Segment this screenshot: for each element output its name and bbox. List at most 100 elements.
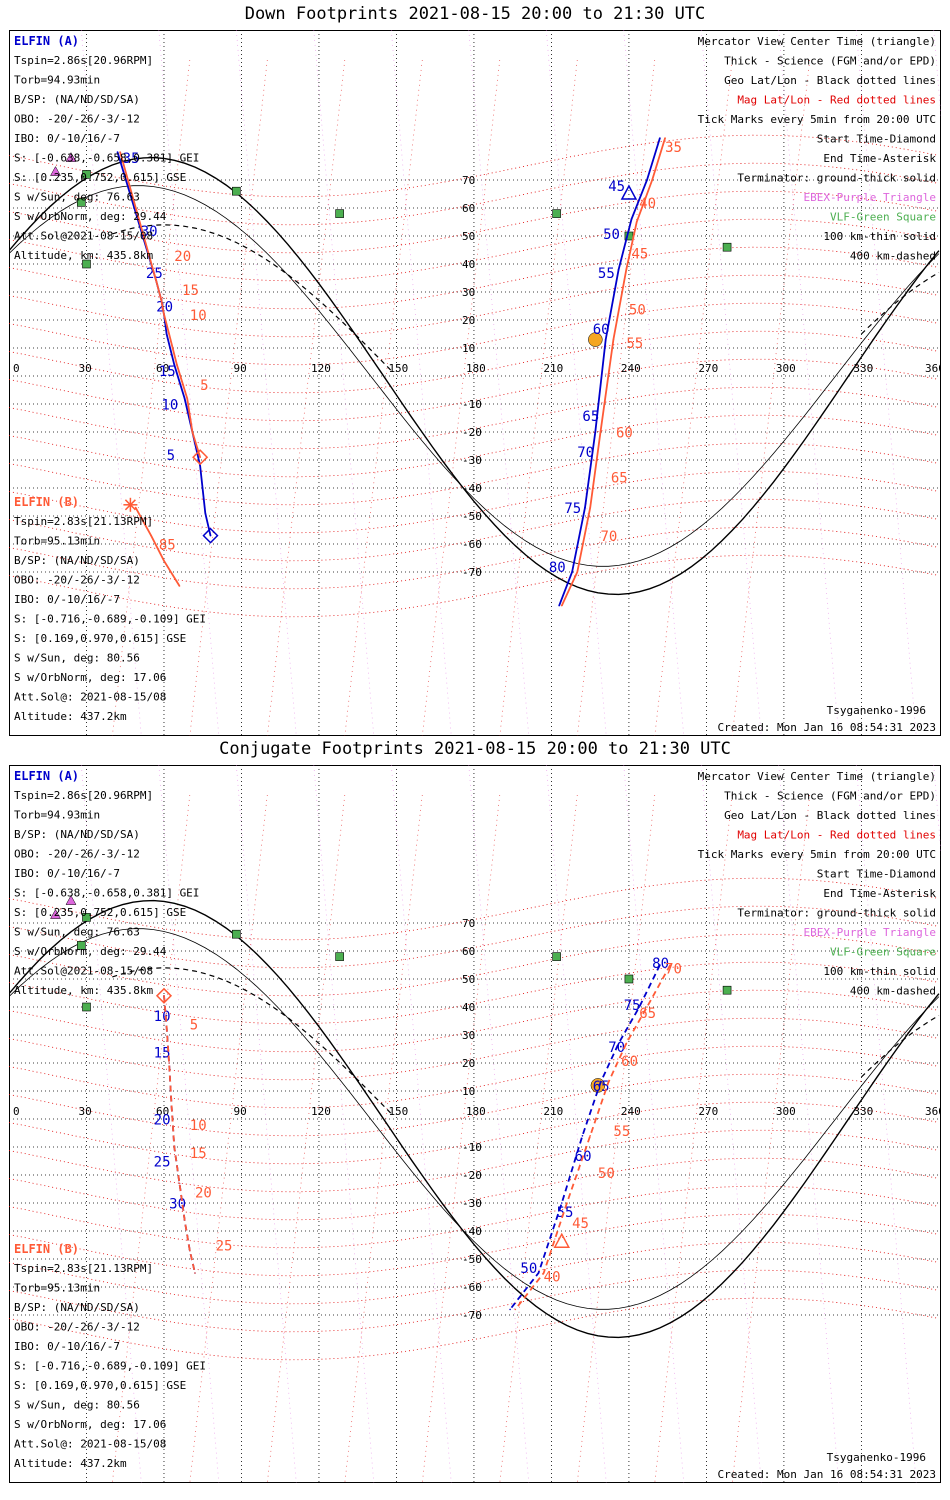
legend-line: EBEX-Purple Triangle [804,926,936,939]
ebex-meridian [235,765,297,1483]
legend-line: VLF-Green Square [830,211,936,224]
legend-line: End Time-Asterisk [823,152,936,165]
lat-tick-label: 70 [462,917,475,930]
created-label: Created: Mon Jan 16 08:54:31 2023 [717,1468,936,1481]
time-tick-label: 15 [159,364,176,380]
track-point [625,268,628,271]
ebex-meridian [235,30,297,736]
lon-tick-label: 90 [233,1105,246,1118]
track-point [659,964,661,966]
track-point [612,338,615,341]
legend-line: Tick Marks every 5min from 20:00 UTC [698,848,936,861]
track-point [625,1042,628,1045]
lon-tick-label: 60 [156,1105,169,1118]
start-time-diamond [202,527,219,544]
ebex-meridian [623,765,685,1483]
time-tick-label: 80 [549,560,566,576]
track-point [199,464,201,467]
legend-line: Terminator: ground-thick solid [737,172,936,185]
probe-b-info-line: S: [0.169,0.970,0.615] GSE [14,632,186,645]
legend-line: 400 km-dashed [850,250,936,263]
time-tick-label: 10 [161,398,178,414]
conjugate-footprints-map: 0 30 60 90 120 150 180 210 240 270 300 330 360 -70 -60… [9,765,941,1483]
lat-tick-label: -60 [462,1281,482,1294]
time-tick-label: 60 [621,1054,638,1070]
track-point [134,506,137,509]
probe-a-info-line: IBO: 0/-10/16/-7 [14,132,120,145]
footprint-track [134,507,181,587]
lon-tick-label: 150 [388,1105,408,1118]
mag-meridian [344,794,423,1483]
lat-tick-label: -60 [462,538,482,551]
probe-a-info-line: Torb=94.93min [14,74,100,87]
time-tick-label: 20 [156,300,173,316]
track-point [194,1272,196,1274]
mag-meridian [576,59,656,736]
legend-line: End Time-Asterisk [823,887,936,900]
track-point [599,431,602,433]
track-point [183,1219,186,1221]
probe-a-info-line: S: [-0.638,-0.658,0.381] GEI [14,887,199,900]
time-tick-label: 50 [603,227,620,243]
lat-tick-label: 20 [462,314,475,327]
track-point [604,338,607,341]
lon-tick-label: 270 [698,362,718,375]
legend-line: Thick - Science (FGM and/or EPD) [724,55,936,68]
time-tick-label: 60 [616,426,633,442]
track-point [509,1308,511,1311]
lat-tick-label: 20 [462,1057,475,1070]
time-tick-label: 50 [629,302,646,318]
track-point [589,1135,591,1137]
lat-tick-label: 40 [462,258,475,271]
legend-line: Mercator View Center Time (triangle) [698,35,936,48]
track-point [119,151,121,153]
ebex-meridian [855,30,917,736]
track-point [209,534,212,537]
time-tick-label: 65 [582,409,599,425]
time-tick-label: 15 [154,1045,171,1061]
lat-tick-label: 60 [462,202,475,215]
terminator-100km-line [9,928,940,1310]
ebex-meridian [390,30,452,736]
track-point [571,571,573,573]
track-point [191,431,194,433]
legend-line: Terminator: ground-thick solid [737,907,936,920]
track-point [165,1025,168,1028]
mag-meridian [654,59,733,736]
time-tick-label: 45 [572,1216,589,1232]
probe-a-info-line: S: [-0.638,-0.658,0.381] GEI [14,152,199,165]
probe-b-info-line: OBO: -20/-26/-3/-12 [14,574,140,587]
time-tick-label: 70 [577,445,594,461]
probe-a-info-line: B/SP: (NA/ND/SD/SA) [14,828,140,841]
track-point [651,179,653,181]
mag-meridian [344,59,423,736]
time-tick-label: 50 [520,1261,537,1277]
track-point [186,397,189,400]
ebex-meridian [158,765,220,1483]
probe-b-info-line: Torb=95.13min [14,535,100,548]
vlf-green-square [77,941,86,950]
lon-tick-label: 240 [621,362,641,375]
legend-line: EBEX-Purple Triangle [804,191,936,204]
probe-a-info-line: Att.Sol@2021-08-15/08 [14,965,153,978]
track-point [150,534,152,537]
lon-tick-label: 300 [776,1105,796,1118]
ebex-meridian [80,30,142,736]
ebex-purple-triangle [50,166,61,176]
ebex-meridian [778,765,840,1483]
lat-tick-label: -10 [462,1141,482,1154]
mag-meridian [189,794,268,1483]
time-tick-label: 55 [613,1124,630,1140]
track-point [607,1081,610,1084]
lat-tick-label: -70 [462,1309,482,1322]
probe-a-info-line: B/SP: (NA/ND/SD/SA) [14,93,140,106]
lon-tick-label: 30 [78,1105,91,1118]
time-tick-label: 30 [141,224,158,240]
track-point [160,299,163,302]
ebex-meridian [700,765,762,1483]
ebex-meridian [313,30,375,736]
legend-line: Start Time-Diamond [817,133,936,146]
vlf-green-square [722,985,732,995]
time-tick-label: 35 [665,140,682,156]
model-label: Tsyganenko-1996 [827,1451,926,1464]
